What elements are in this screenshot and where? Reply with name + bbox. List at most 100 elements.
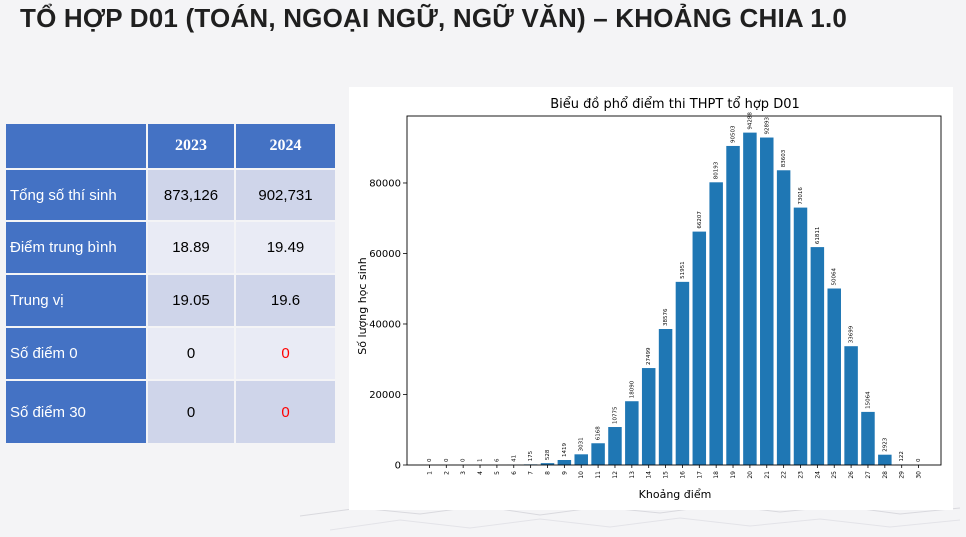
chart-x-axis-label: Khoảng điểm — [639, 488, 712, 501]
data-label-20: 94288 — [747, 112, 753, 130]
bar-22 — [776, 170, 791, 465]
data-label-14: 27499 — [646, 347, 652, 365]
x-tick-label-4: 4 — [477, 471, 484, 475]
plot-frame — [406, 115, 942, 466]
x-tick-label-25: 25 — [831, 471, 838, 479]
bar-15 — [658, 329, 673, 465]
x-tick-label-5: 5 — [494, 471, 501, 475]
x-tick-label-28: 28 — [882, 471, 889, 479]
x-tick-label-30: 30 — [916, 471, 923, 479]
bar-11 — [591, 443, 605, 465]
y-tick-label-0: 0 — [395, 461, 401, 472]
x-tick-label-24: 24 — [814, 471, 821, 479]
data-label-12: 10775 — [612, 406, 618, 424]
cell-median-2024: 19.6 — [236, 275, 335, 326]
bar-25 — [827, 288, 841, 465]
x-tick-label-11: 11 — [595, 471, 602, 479]
bar-23 — [793, 207, 808, 465]
x-tick-label-29: 29 — [899, 471, 906, 479]
x-tick-label-7: 7 — [528, 471, 535, 475]
cell-zero-2023: 0 — [148, 328, 234, 379]
data-label-17: 66207 — [697, 211, 703, 229]
data-label-1: 0 — [427, 458, 433, 462]
data-label-6: 41 — [511, 455, 517, 462]
bar-14 — [641, 368, 656, 465]
cell-median-2023: 19.05 — [148, 275, 234, 326]
bar-27 — [861, 411, 875, 465]
x-tick-label-26: 26 — [848, 471, 855, 479]
data-label-25: 50064 — [832, 268, 838, 286]
bar-18 — [709, 182, 723, 465]
x-tick-label-6: 6 — [511, 471, 518, 475]
bar-10 — [574, 454, 588, 465]
data-label-21: 92893 — [764, 117, 770, 135]
cell-zero-2024: 0 — [236, 328, 335, 379]
table-header-blank — [6, 124, 146, 168]
table-header-row: 2023 2024 — [6, 124, 335, 168]
x-tick-label-10: 10 — [578, 471, 585, 479]
data-label-7: 175 — [528, 450, 534, 461]
x-tick-label-21: 21 — [764, 471, 771, 479]
statistics-table: 2023 2024 Tổng số thí sinh 873,126 902,7… — [4, 122, 337, 445]
bar-8 — [540, 463, 555, 465]
y-tick-label-20000: 20000 — [369, 390, 401, 401]
data-label-27: 15064 — [865, 391, 871, 409]
x-tick-label-12: 12 — [612, 471, 619, 479]
bar-26 — [844, 346, 858, 465]
table-row: Trung vị 19.05 19.6 — [6, 275, 335, 326]
chart-y-axis-label: Số lượng học sinh — [356, 257, 369, 354]
y-tick-label-60000: 60000 — [369, 249, 401, 260]
bar-9 — [557, 459, 572, 465]
data-label-19: 90503 — [731, 125, 737, 143]
bar-17 — [692, 231, 707, 465]
bar-24 — [810, 247, 825, 465]
data-label-3: 0 — [461, 458, 467, 462]
row-label-median: Trung vị — [6, 275, 146, 326]
table-header-2023: 2023 — [148, 124, 234, 168]
bar-13 — [625, 401, 639, 465]
bar-20 — [743, 132, 757, 465]
chart-title: Biểu đồ phổ điểm thi THPT tổ hợp D01 — [550, 97, 800, 112]
cell-total-2023: 873,126 — [148, 170, 234, 220]
x-tick-label-1: 1 — [426, 471, 433, 475]
x-tick-label-17: 17 — [696, 471, 703, 479]
x-tick-label-19: 19 — [730, 471, 737, 479]
x-tick-label-16: 16 — [679, 471, 686, 479]
chart-panel: Biểu đồ phổ điểm thi THPT tổ hợp D01 Kho… — [349, 87, 953, 510]
cell-total-2024: 902,731 — [236, 170, 335, 220]
bar-19 — [726, 145, 740, 465]
bar-21 — [760, 137, 774, 465]
score-distribution-chart: Biểu đồ phổ điểm thi THPT tổ hợp D01 Kho… — [356, 97, 942, 501]
data-label-15: 38576 — [663, 308, 669, 326]
y-tick-label-80000: 80000 — [369, 178, 401, 189]
cell-mean-2023: 18.89 — [148, 222, 234, 273]
x-tick-label-22: 22 — [781, 471, 788, 479]
data-label-2: 0 — [444, 458, 450, 462]
bar-28 — [878, 454, 892, 465]
data-label-28: 2923 — [882, 437, 888, 451]
table-header-2024: 2024 — [236, 124, 335, 168]
row-label-score-thirty: Số điểm 30 — [6, 381, 146, 443]
x-tick-label-13: 13 — [629, 471, 636, 479]
table-row: Số điểm 30 0 0 — [6, 381, 335, 443]
cell-thirty-2024: 0 — [236, 381, 335, 443]
x-tick-label-15: 15 — [663, 471, 670, 479]
data-label-26: 33699 — [849, 325, 855, 343]
data-label-30: 0 — [916, 458, 922, 462]
data-label-10: 3031 — [579, 437, 585, 451]
bar-12 — [608, 427, 622, 465]
x-tick-label-20: 20 — [747, 471, 754, 479]
data-label-23: 73016 — [798, 187, 804, 205]
x-tick-label-23: 23 — [798, 471, 805, 479]
x-tick-label-27: 27 — [865, 471, 872, 479]
data-label-22: 83603 — [781, 149, 787, 167]
data-label-24: 61811 — [815, 227, 821, 245]
x-tick-label-18: 18 — [713, 471, 720, 479]
table-row: Điểm trung bình 18.89 19.49 — [6, 222, 335, 273]
data-label-8: 528 — [545, 449, 551, 460]
slide-title: TỔ HỢP D01 (TOÁN, NGOẠI NGỮ, NGỮ VĂN) – … — [20, 3, 848, 33]
row-label-score-zero: Số điểm 0 — [6, 328, 146, 379]
data-label-4: 1 — [478, 458, 484, 462]
table-row: Số điểm 0 0 0 — [6, 328, 335, 379]
data-label-9: 1419 — [562, 442, 568, 456]
